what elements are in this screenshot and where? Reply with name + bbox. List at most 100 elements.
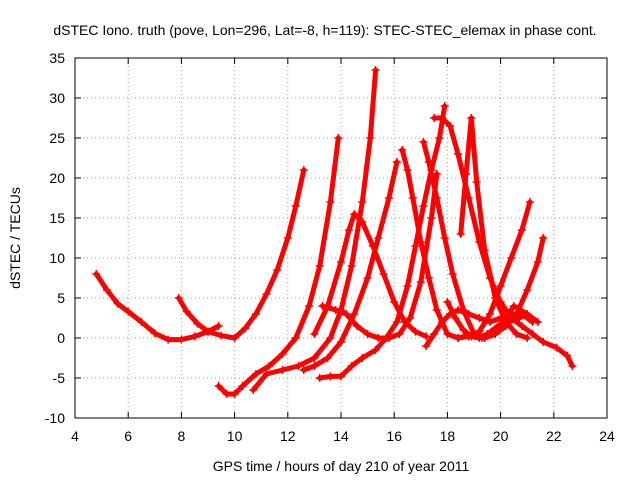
data-point <box>451 314 460 322</box>
data-point <box>454 150 463 158</box>
data-point <box>464 310 473 318</box>
data-point <box>432 170 441 178</box>
data-point <box>398 146 407 154</box>
series-trace <box>93 167 307 343</box>
data-point <box>350 310 359 318</box>
data-point <box>472 178 481 186</box>
data-point <box>283 234 292 242</box>
data-point <box>113 299 122 308</box>
data-point <box>438 318 447 326</box>
data-point <box>262 370 271 378</box>
data-point <box>443 330 452 338</box>
data-point <box>424 158 433 166</box>
data-point <box>315 374 324 382</box>
data-point <box>528 318 537 326</box>
data-point <box>137 318 146 326</box>
data-point <box>432 194 441 202</box>
data-point <box>238 382 247 390</box>
data-point <box>358 218 367 226</box>
x-tick-labels: 4 6 8 10 12 14 16 18 20 22 24 <box>71 428 615 444</box>
chart-title: dSTEC Iono. truth (pove, Lon=296, Lat=-8… <box>53 22 596 38</box>
data-point <box>427 214 436 222</box>
data-point <box>278 350 287 358</box>
data-point <box>403 282 412 290</box>
x-tick-label: 22 <box>546 428 562 444</box>
x-tick-label: 4 <box>71 428 79 444</box>
data-point <box>475 314 484 322</box>
data-point <box>475 334 484 342</box>
data-point <box>533 258 542 266</box>
data-point <box>509 302 518 310</box>
data-point <box>517 226 526 234</box>
data-point <box>366 134 375 142</box>
data-point <box>504 318 513 326</box>
data-point <box>467 114 476 122</box>
data-point <box>395 330 404 338</box>
y-tick-labels: -10 -5 0 5 10 15 20 25 30 35 <box>45 50 65 426</box>
data-point <box>214 322 223 330</box>
series-12 <box>430 114 577 370</box>
data-point <box>291 334 300 342</box>
data-point <box>507 254 516 262</box>
data-point <box>265 362 274 370</box>
data-point <box>278 366 287 374</box>
data-point <box>374 234 383 242</box>
data-point <box>124 307 133 316</box>
x-tick-label: 6 <box>124 428 132 444</box>
x-tick-label: 24 <box>599 428 615 444</box>
x-tick-label: 20 <box>493 428 509 444</box>
data-point <box>150 329 159 338</box>
y-tick-label: -5 <box>53 370 66 386</box>
data-point <box>422 332 431 341</box>
data-point <box>446 122 455 130</box>
x-tick-label: 14 <box>333 428 349 444</box>
data-point <box>371 66 380 74</box>
data-point <box>363 274 372 282</box>
data-point <box>326 198 335 206</box>
data-point <box>344 226 353 234</box>
data-point <box>459 326 468 334</box>
data-point <box>563 351 572 360</box>
y-tick-label: 30 <box>49 90 65 106</box>
data-point <box>390 298 399 306</box>
data-point <box>379 270 388 278</box>
data-point <box>424 274 433 282</box>
data-point <box>454 306 463 314</box>
data-point <box>190 332 199 341</box>
data-point <box>456 230 465 238</box>
data-point <box>408 194 417 202</box>
data-point <box>374 334 383 342</box>
series-3 <box>214 134 343 398</box>
data-point <box>294 362 303 370</box>
y-tick-label: 0 <box>57 330 65 346</box>
data-point <box>443 298 452 306</box>
data-point <box>419 202 428 210</box>
data-point <box>448 270 457 278</box>
data-point <box>392 318 401 326</box>
data-point <box>174 294 183 302</box>
data-point <box>193 319 202 328</box>
data-point <box>371 346 380 354</box>
data-point <box>467 332 476 341</box>
data-point <box>400 318 409 326</box>
data-point <box>539 338 548 346</box>
data-point <box>525 198 534 206</box>
y-tick-label: 5 <box>57 290 65 306</box>
data-point <box>323 302 332 310</box>
y-tick-label: 15 <box>49 210 65 226</box>
data-point <box>358 198 367 206</box>
data-point <box>523 286 532 294</box>
series-trace <box>319 171 440 341</box>
data-point <box>483 330 492 338</box>
data-point <box>326 334 335 342</box>
data-point <box>368 242 377 250</box>
data-point <box>291 202 300 210</box>
data-point <box>552 343 561 352</box>
axis-ticks <box>74 57 608 419</box>
data-point <box>528 330 537 338</box>
x-tick-label: 10 <box>227 428 243 444</box>
data-point <box>435 134 444 142</box>
data-point <box>517 322 526 330</box>
data-point <box>406 314 415 322</box>
data-point <box>363 330 372 338</box>
